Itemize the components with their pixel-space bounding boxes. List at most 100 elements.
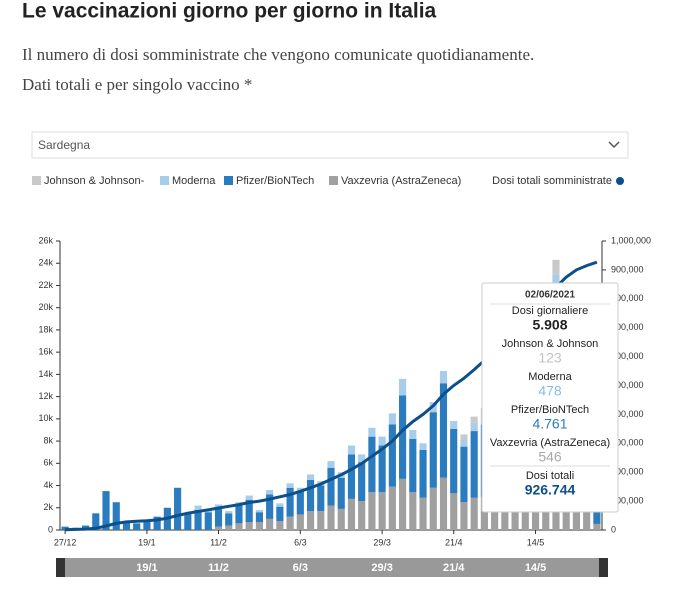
bar-segment [194,509,202,530]
legend-label: Dosi totali somministrate [492,175,612,187]
navigator-label: 6/3 [293,562,308,574]
y-tick-label: 8k [43,435,53,445]
bar-segment [327,467,335,506]
bar-segment [184,513,192,530]
tooltip-value: 5.908 [532,317,567,333]
bar-segment [143,519,151,530]
bar-segment [470,422,478,432]
bar-segment [122,521,131,530]
bar-segment [439,371,448,384]
subtitle: Il numero di dosi somministrate che veng… [22,45,534,64]
bar-segment [399,478,407,530]
bar-segment [255,509,263,513]
tooltip-label: Dosi giornaliere [512,305,588,317]
bar-segment [286,483,294,488]
bar-segment [235,523,243,530]
y2-tick-label: 900,000 [611,264,644,274]
bar-segment [245,499,253,523]
bar-segment [214,504,223,508]
bar-segment [327,461,335,468]
tooltip-label: Pfizer/BioNTech [511,404,589,416]
bar-segment [583,504,591,530]
y-tick-label: 12k [38,391,53,401]
bar-segment [450,428,458,494]
bar-segment [347,454,356,499]
y-tick-label: 10k [38,413,53,423]
bar-segment [337,477,345,509]
x-tick-label: 6/3 [294,537,307,547]
tooltip-date: 02/06/2021 [525,290,575,301]
x-tick-label: 14/5 [527,537,545,547]
bar-segment [409,429,417,439]
y-tick-label: 2k [43,502,53,512]
legend-label: Moderna [172,175,216,187]
bar-segment [266,489,274,495]
y2-tick-label: 600,000 [611,351,644,361]
tooltip-value: 478 [538,383,562,399]
bar-segment [245,522,253,530]
bar-segment [399,378,407,396]
bar-segment [347,445,356,455]
y2-tick-label: 500,000 [611,380,644,390]
bar-segment [450,421,458,429]
tooltip-box [481,282,619,513]
bar-segment [388,486,396,530]
navigator[interactable] [56,558,608,577]
bar-segment [439,477,448,530]
tooltip-value: 546 [538,449,562,465]
bar-segment [194,505,202,510]
bar-segment [214,507,223,527]
bar-segment [470,497,478,530]
bar-segment [460,439,468,447]
legend-label: Pfizer/BioNTech [236,175,314,187]
y-tick-label: 14k [38,369,53,379]
bar-segment [593,523,601,530]
navigator-handle[interactable] [56,558,65,577]
y2-tick-label: 300,000 [611,438,644,448]
y2-tick-label: 800,000 [611,293,644,303]
navigator-handle[interactable] [599,558,608,577]
y2-tick-label: 100,000 [611,495,644,505]
legend-swatch [224,176,233,185]
bar-segment [378,436,386,446]
bar-segment [419,497,427,530]
bar-segment [317,485,325,512]
bar-segment [296,487,304,492]
x-tick-label: 21/4 [445,537,463,547]
bar-segment [276,503,284,507]
tooltip-label: Johnson & Johnson [502,338,599,350]
tooltip-value: 4.761 [532,416,567,432]
bar-segment [286,487,294,517]
y-tick-label: 24k [38,258,53,268]
tooltip-label: Vaxzevria (AstraZeneca) [490,437,610,449]
bar-segment [225,525,233,530]
bar-segment [276,521,284,530]
bar-segment [388,424,396,487]
bar-segment [153,516,161,530]
bar-segment [368,427,376,437]
bar-segment [174,487,182,530]
bar-segment [92,513,100,530]
region-select-value[interactable]: Sardegna [38,138,90,152]
navigator-label: 14/5 [525,562,546,574]
y-tick-label: 20k [38,302,53,312]
legend-swatch [32,176,41,185]
bar-segment [306,511,315,530]
y2-tick-label: 400,000 [611,409,644,419]
bar-segment [572,497,581,530]
dropdown-arrow [608,141,620,149]
bar-segment [286,516,294,530]
bar-segment [460,502,468,530]
bar-segment [409,492,417,530]
region-select[interactable] [31,131,629,159]
bar-segment [419,443,427,450]
subtitle: Dati totali e per singolo vaccino * [22,75,252,94]
y-tick-label: 0 [48,524,53,534]
tooltip-label: Dosi totali [526,470,574,482]
bar-segment [337,508,345,530]
bar-segment [429,487,437,530]
bar-segment [204,512,212,530]
